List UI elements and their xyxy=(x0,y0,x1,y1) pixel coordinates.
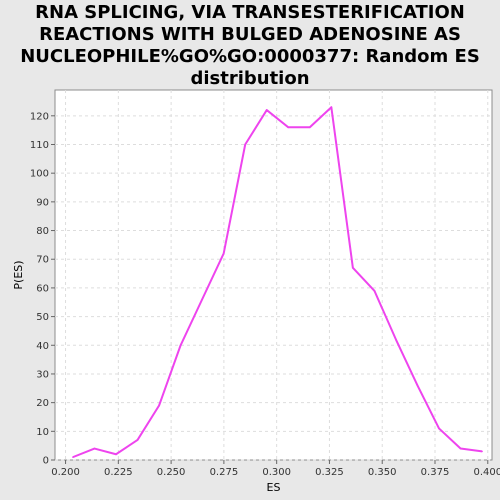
data-point xyxy=(222,252,225,255)
y-tick-label: 40 xyxy=(36,341,49,352)
series-layer xyxy=(72,106,483,459)
y-tick-label: 20 xyxy=(36,398,49,409)
data-point xyxy=(115,453,117,456)
y-tick-label: 90 xyxy=(36,197,49,208)
x-tick-label: 0.275 xyxy=(210,467,239,478)
data-point xyxy=(287,126,290,129)
y-tick-label: 50 xyxy=(36,312,49,323)
x-tick-label: 0.200 xyxy=(51,467,80,478)
data-point xyxy=(158,404,160,407)
data-point xyxy=(438,427,440,430)
data-point xyxy=(481,450,483,453)
data-point xyxy=(265,109,268,111)
data-point xyxy=(373,289,376,292)
x-tick-label: 0.400 xyxy=(473,467,500,478)
y-axis-label: P(ES) xyxy=(12,260,25,289)
x-tick-label: 0.325 xyxy=(315,467,344,478)
x-tick-label: 0.225 xyxy=(104,467,133,478)
y-tick-label: 60 xyxy=(36,283,49,294)
chart-title-line-3: NUCLEOPHILE%GO%GO:0000377: Random ES xyxy=(20,46,480,67)
data-point xyxy=(93,447,96,450)
data-point xyxy=(459,447,462,450)
axes: 0 10 20 30 40 50 60 70 80 90 100 110 120 0.200 0.225 0.… xyxy=(30,111,500,478)
x-tick-label: 0.350 xyxy=(368,467,397,478)
data-point xyxy=(309,126,311,129)
data-point xyxy=(179,344,182,347)
chart-title-line-2: REACTIONS WITH BULGED ADENOSINE AS xyxy=(39,24,461,45)
y-tick-label: 0 xyxy=(43,456,49,467)
chart-title: RNA SPLICING, VIA TRANSESTERIFICATION RE… xyxy=(0,2,500,90)
plot-area xyxy=(54,89,493,461)
y-tick-label: 70 xyxy=(36,255,49,266)
data-point xyxy=(416,384,419,387)
data-point xyxy=(395,338,397,341)
series-line xyxy=(72,106,483,459)
y-tick-label: 120 xyxy=(30,111,49,122)
y-tick-label: 10 xyxy=(36,427,49,438)
data-point xyxy=(136,439,139,441)
data-point xyxy=(72,456,74,458)
chart-title-line-1: RNA SPLICING, VIA TRANSESTERIFICATION xyxy=(35,2,465,23)
data-point xyxy=(352,267,354,269)
y-tick-label: 110 xyxy=(30,140,49,151)
x-tick-label: 0.300 xyxy=(262,467,291,478)
data-point xyxy=(244,143,247,146)
x-tick-label: 0.375 xyxy=(421,467,450,478)
grid xyxy=(55,90,492,461)
y-tick-label: 30 xyxy=(36,369,49,380)
data-point xyxy=(201,298,203,301)
x-axis-label: ES xyxy=(267,481,281,494)
y-tick-label: 100 xyxy=(30,169,49,180)
data-point xyxy=(330,106,333,109)
x-tick-label: 0.250 xyxy=(157,467,186,478)
y-tick-label: 80 xyxy=(36,226,49,237)
chart-title-line-4: distribution xyxy=(190,68,310,89)
